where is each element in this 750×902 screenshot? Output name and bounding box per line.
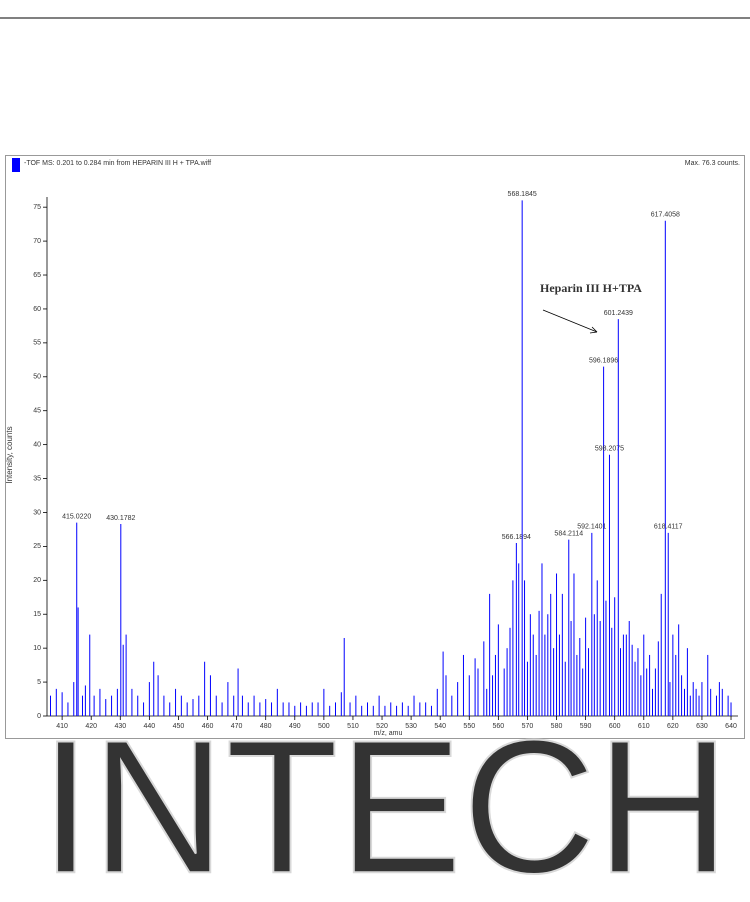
peak-label: 430.1782	[106, 515, 135, 522]
peak-label: 415.0220	[62, 513, 91, 520]
peak-label: 592.1401	[577, 524, 606, 531]
y-tick-label: 70	[33, 238, 41, 245]
y-tick-label: 5	[37, 679, 41, 686]
y-tick-label: 65	[33, 272, 41, 279]
x-tick-label: 560	[493, 723, 505, 730]
x-tick-label: 550	[463, 723, 475, 730]
y-tick-label: 0	[37, 713, 41, 720]
peak-label: 618.4117	[654, 524, 683, 531]
x-tick-label: 620	[667, 723, 679, 730]
x-tick-label: 600	[609, 723, 621, 730]
x-tick-label: 580	[551, 723, 563, 730]
y-tick-label: 60	[33, 306, 41, 313]
x-tick-label: 410	[56, 723, 68, 730]
x-tick-label: 520	[376, 723, 388, 730]
y-tick-label: 20	[33, 577, 41, 584]
y-tick-label: 50	[33, 374, 41, 381]
x-tick-label: 430	[114, 723, 126, 730]
y-tick-label: 45	[33, 408, 41, 415]
y-tick-label: 35	[33, 475, 41, 482]
arrow-head	[589, 326, 598, 334]
y-tick-label: 15	[33, 611, 41, 618]
x-tick-label: 500	[318, 723, 330, 730]
annotation-arrow	[542, 309, 598, 333]
peak-label: 617.4058	[651, 212, 680, 219]
y-tick-label: 30	[33, 509, 41, 516]
x-tick-label: 610	[638, 723, 650, 730]
watermark: INTECH	[40, 701, 730, 902]
y-tick-label: 75	[33, 204, 41, 211]
peak-label: 568.1845	[508, 191, 537, 198]
peak-label: 596.1896	[589, 357, 618, 364]
x-axis-label: m/z, amu	[374, 730, 403, 737]
peak-label: 566.1894	[502, 534, 531, 541]
x-tick-label: 640	[725, 723, 737, 730]
x-tick-label: 440	[144, 723, 156, 730]
x-tick-label: 450	[173, 723, 185, 730]
x-tick-label: 460	[202, 723, 214, 730]
peak-label: 601.2439	[604, 310, 633, 317]
x-tick-label: 470	[231, 723, 243, 730]
chart-header: -TOF MS: 0.201 to 0.284 min from HEPARIN…	[24, 160, 211, 167]
x-tick-label: 630	[696, 723, 708, 730]
x-tick-label: 510	[347, 723, 359, 730]
peak-label: 598.2075	[595, 446, 624, 453]
y-tick-label: 40	[33, 441, 41, 448]
x-tick-label: 480	[260, 723, 272, 730]
chart-frame	[5, 155, 745, 739]
y-axis-label: Intensity, counts	[5, 426, 14, 483]
x-tick-label: 530	[405, 723, 417, 730]
x-tick-label: 590	[580, 723, 592, 730]
legend-swatch	[12, 158, 20, 172]
peak-label: 584.2114	[554, 530, 583, 537]
y-tick-label: 25	[33, 543, 41, 550]
x-tick-label: 570	[522, 723, 534, 730]
y-tick-label: 10	[33, 645, 41, 652]
max-label: Max. 76.3 counts.	[685, 160, 740, 167]
x-tick-label: 490	[289, 723, 301, 730]
x-tick-label: 540	[434, 723, 446, 730]
y-tick-label: 55	[33, 340, 41, 347]
x-tick-label: 420	[85, 723, 97, 730]
annotation: Heparin III H+TPA	[540, 281, 642, 295]
